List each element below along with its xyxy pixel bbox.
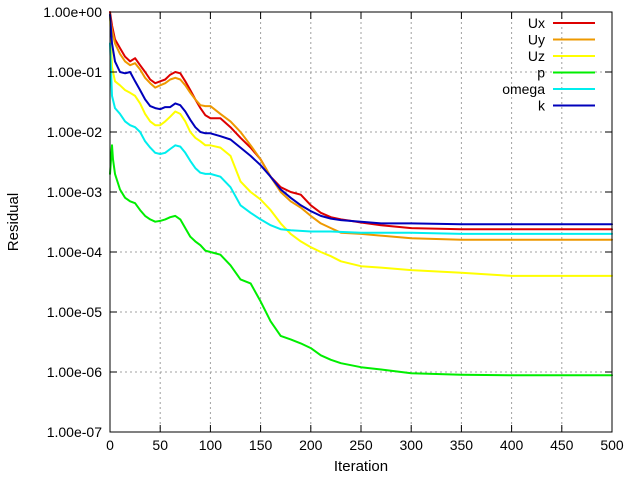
x-tick-label: 250 [349, 437, 373, 453]
y-tick-label: 1.00e+00 [43, 4, 102, 20]
legend-label-p: p [537, 65, 545, 81]
x-tick-label: 400 [500, 437, 524, 453]
series-line-omega [109, 42, 613, 235]
series-line-Uy [109, 16, 613, 241]
legend-label-Uy: Uy [528, 32, 545, 48]
y-tick-label: 1.00e-05 [47, 304, 102, 320]
y-tick-label: 1.00e-02 [47, 124, 102, 140]
y-tick-label: 1.00e-01 [47, 64, 102, 80]
x-tick-label: 50 [152, 437, 168, 453]
y-tick-label: 1.00e-06 [47, 364, 102, 380]
x-tick-label: 200 [299, 437, 323, 453]
plot-frame [109, 11, 613, 433]
x-axis-title: Iteration [334, 458, 388, 475]
x-tick-label: 150 [249, 437, 273, 453]
x-tick-label: 0 [106, 437, 114, 453]
x-tick-label: 100 [199, 437, 223, 453]
x-tick-label: 450 [550, 437, 574, 453]
axis-ticks: 0 50 100 150 200 250 300 350 400 450 500 1.00e-07 1.… [43, 4, 624, 453]
y-axis-title: Residual [5, 193, 22, 251]
series-line-p [109, 144, 613, 377]
series-lines [109, 11, 613, 377]
x-tick-label: 300 [400, 437, 424, 453]
legend-label-Uz: Uz [528, 48, 545, 64]
series-line-k [109, 13, 613, 226]
y-tick-label: 1.00e-07 [47, 424, 102, 440]
y-tick-label: 1.00e-03 [47, 184, 102, 200]
legend-label-Ux: Ux [528, 15, 545, 31]
legend-label-k: k [538, 98, 546, 114]
x-tick-label: 500 [600, 437, 624, 453]
legend-label-omega: omega [502, 81, 545, 97]
x-tick-label: 350 [450, 437, 474, 453]
series-line-Uz [109, 13, 613, 277]
y-tick-label: 1.00e-04 [47, 244, 102, 260]
